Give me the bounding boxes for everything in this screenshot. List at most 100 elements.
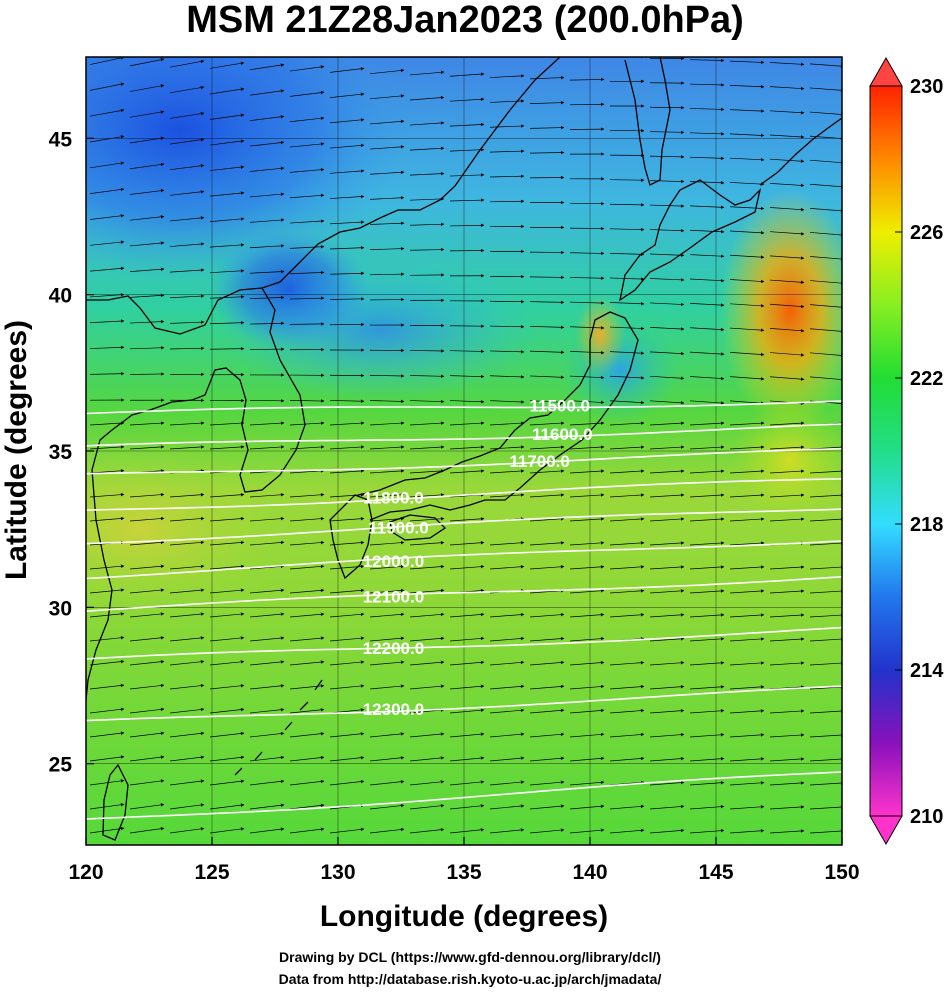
wind-arrow <box>129 516 165 522</box>
cold-region-northwest <box>86 57 410 280</box>
x-axis-label: Longitude (degrees) <box>320 900 608 933</box>
wind-arrow <box>249 755 285 762</box>
wind-arrow <box>130 33 164 40</box>
x-tick-label: 125 <box>194 861 229 884</box>
contour-label: 11600.0 <box>532 425 593 444</box>
wind-arrow <box>369 119 405 125</box>
wind-arrow <box>649 445 685 450</box>
wind-arrow <box>249 516 285 522</box>
wind-arrow <box>729 206 765 211</box>
wind-arrow <box>689 278 725 283</box>
wind-arrow <box>569 612 605 618</box>
wind-arrow <box>529 150 565 155</box>
wind-arrow <box>649 493 685 498</box>
wind-arrow <box>329 827 365 834</box>
wind-arrow <box>569 636 605 642</box>
wind-arrow <box>809 661 842 666</box>
wind-arrow <box>769 134 805 139</box>
wind-arrow <box>649 228 685 233</box>
colorbar-tick-label: 222 <box>910 368 943 390</box>
wind-arrow <box>490 854 524 857</box>
wind-arrow <box>609 252 645 257</box>
wind-arrow <box>169 731 205 738</box>
wind-arrow <box>89 266 125 272</box>
wind-arrow <box>769 158 805 163</box>
wind-arrow <box>89 469 125 474</box>
wind-arrow <box>609 469 645 474</box>
colorbar-tick-label: 226 <box>910 222 943 244</box>
contour-label: 11500.0 <box>530 397 591 416</box>
wind-arrow <box>409 612 445 618</box>
wind-arrow <box>289 588 325 594</box>
wind-arrow <box>569 589 605 594</box>
wind-arrow <box>129 540 165 546</box>
wind-arrow <box>689 107 725 112</box>
wind-arrow <box>129 731 165 738</box>
wind-arrow <box>529 732 565 738</box>
wind-arrow <box>169 564 205 570</box>
wind-arrow <box>209 113 245 120</box>
wind-arrow <box>809 541 842 546</box>
wind-arrow <box>89 187 125 195</box>
wind-arrow <box>409 469 445 474</box>
wind-arrow <box>689 733 725 738</box>
wind-arrow <box>850 65 884 68</box>
wind-arrow <box>809 565 842 570</box>
wind-arrow <box>169 755 205 762</box>
contour-line <box>86 447 842 475</box>
coast-asia-mainland <box>86 57 561 335</box>
wind-arrow <box>329 271 365 276</box>
wind-arrow <box>89 659 125 666</box>
wind-arrow <box>729 109 765 113</box>
warm-region-east <box>730 400 842 520</box>
wind-arrow <box>449 97 485 102</box>
credit-drawing: Drawing by DCL (https://www.gfd-dennou.o… <box>279 949 661 965</box>
wind-arrow <box>329 297 365 301</box>
wind-arrow <box>729 589 765 594</box>
wind-arrow <box>249 218 285 223</box>
colorbar-gradient <box>869 85 903 817</box>
wind-arrow <box>809 87 842 93</box>
wind-arrow <box>409 732 445 738</box>
wind-arrow <box>769 517 805 522</box>
contour-label: 11900.0 <box>368 518 429 537</box>
wind-arrow <box>689 58 725 63</box>
wind-arrow <box>449 147 485 152</box>
y-tick-label: 45 <box>49 128 73 151</box>
wind-arrow <box>169 137 205 145</box>
wind-arrow <box>129 612 165 618</box>
wind-arrow <box>689 303 725 307</box>
wind-arrow <box>730 855 764 857</box>
wind-arrow <box>409 493 445 498</box>
wind-arrow <box>170 852 204 857</box>
wind-arrow <box>729 445 765 450</box>
wind-arrow <box>609 326 645 331</box>
wind-arrow <box>729 254 765 259</box>
wind-arrow <box>489 493 525 498</box>
colorbar: 210 214 218 222 226 230 <box>869 56 944 846</box>
wind-arrow <box>129 241 165 247</box>
wind-arrow <box>289 421 325 426</box>
wind-arrow <box>689 229 725 234</box>
wind-arrow <box>649 469 685 474</box>
wind-arrow <box>569 660 605 666</box>
wind-arrow <box>809 685 842 690</box>
wind-arrow <box>209 321 245 325</box>
wind-arrow <box>449 612 485 618</box>
wind-arrow <box>289 612 325 618</box>
credit-data: Data from http://database.rish.kyoto-u.a… <box>279 971 662 987</box>
wind-arrow <box>569 77 605 82</box>
contour-label: 11800.0 <box>363 489 424 508</box>
wind-arrow <box>369 272 405 276</box>
contour-line <box>86 771 842 820</box>
colorbar-max-triangle <box>869 56 903 87</box>
wind-arrow <box>289 167 325 173</box>
wind-arrow <box>409 197 445 201</box>
wind-arrow <box>529 780 565 786</box>
wind-arrow <box>529 493 565 498</box>
wind-arrow <box>689 493 725 498</box>
wind-arrow <box>89 214 125 220</box>
warm-spot-tohoku <box>575 295 625 375</box>
wind-arrow <box>729 613 765 618</box>
